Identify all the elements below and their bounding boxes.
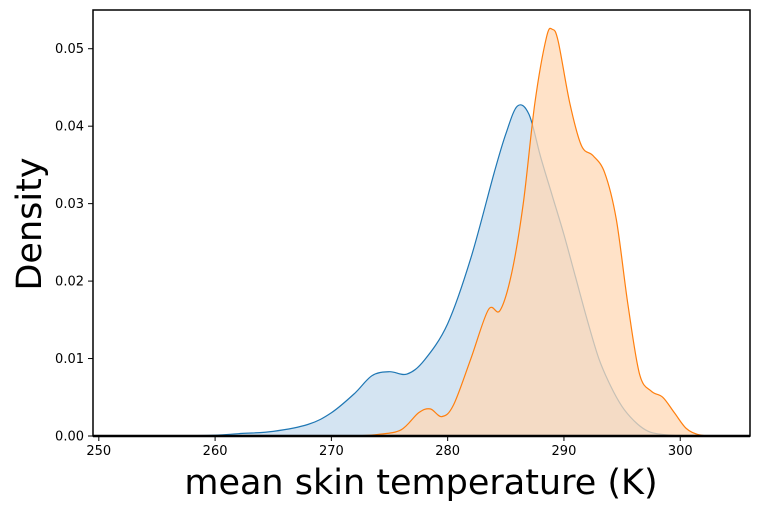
x-tick-label: 290 (552, 444, 577, 459)
x-tick-label: 270 (319, 444, 344, 459)
series-2-area (354, 28, 710, 436)
x-tick-label: 300 (668, 444, 693, 459)
y-tick-label: 0.04 (55, 120, 84, 135)
y-tick-label: 0.05 (55, 42, 84, 57)
series-2-line (354, 27, 710, 436)
y-tick-label: 0.01 (55, 352, 84, 367)
x-tick-label: 260 (203, 444, 228, 459)
y-axis: 0.00 0.01 0.02 0.03 0.04 0.05 (55, 42, 93, 445)
series-layer (122, 27, 710, 436)
x-tick-label: 280 (435, 444, 460, 459)
y-axis-title: Density (10, 157, 50, 290)
x-tick-label: 250 (86, 444, 111, 459)
y-tick-label: 0.03 (55, 197, 84, 212)
x-axis-title: mean skin temperature (K) (184, 463, 657, 503)
y-tick-label: 0.02 (55, 275, 84, 290)
x-axis: 250 260 270 280 290 300 (86, 436, 693, 459)
y-tick-label: 0.00 (55, 430, 84, 445)
